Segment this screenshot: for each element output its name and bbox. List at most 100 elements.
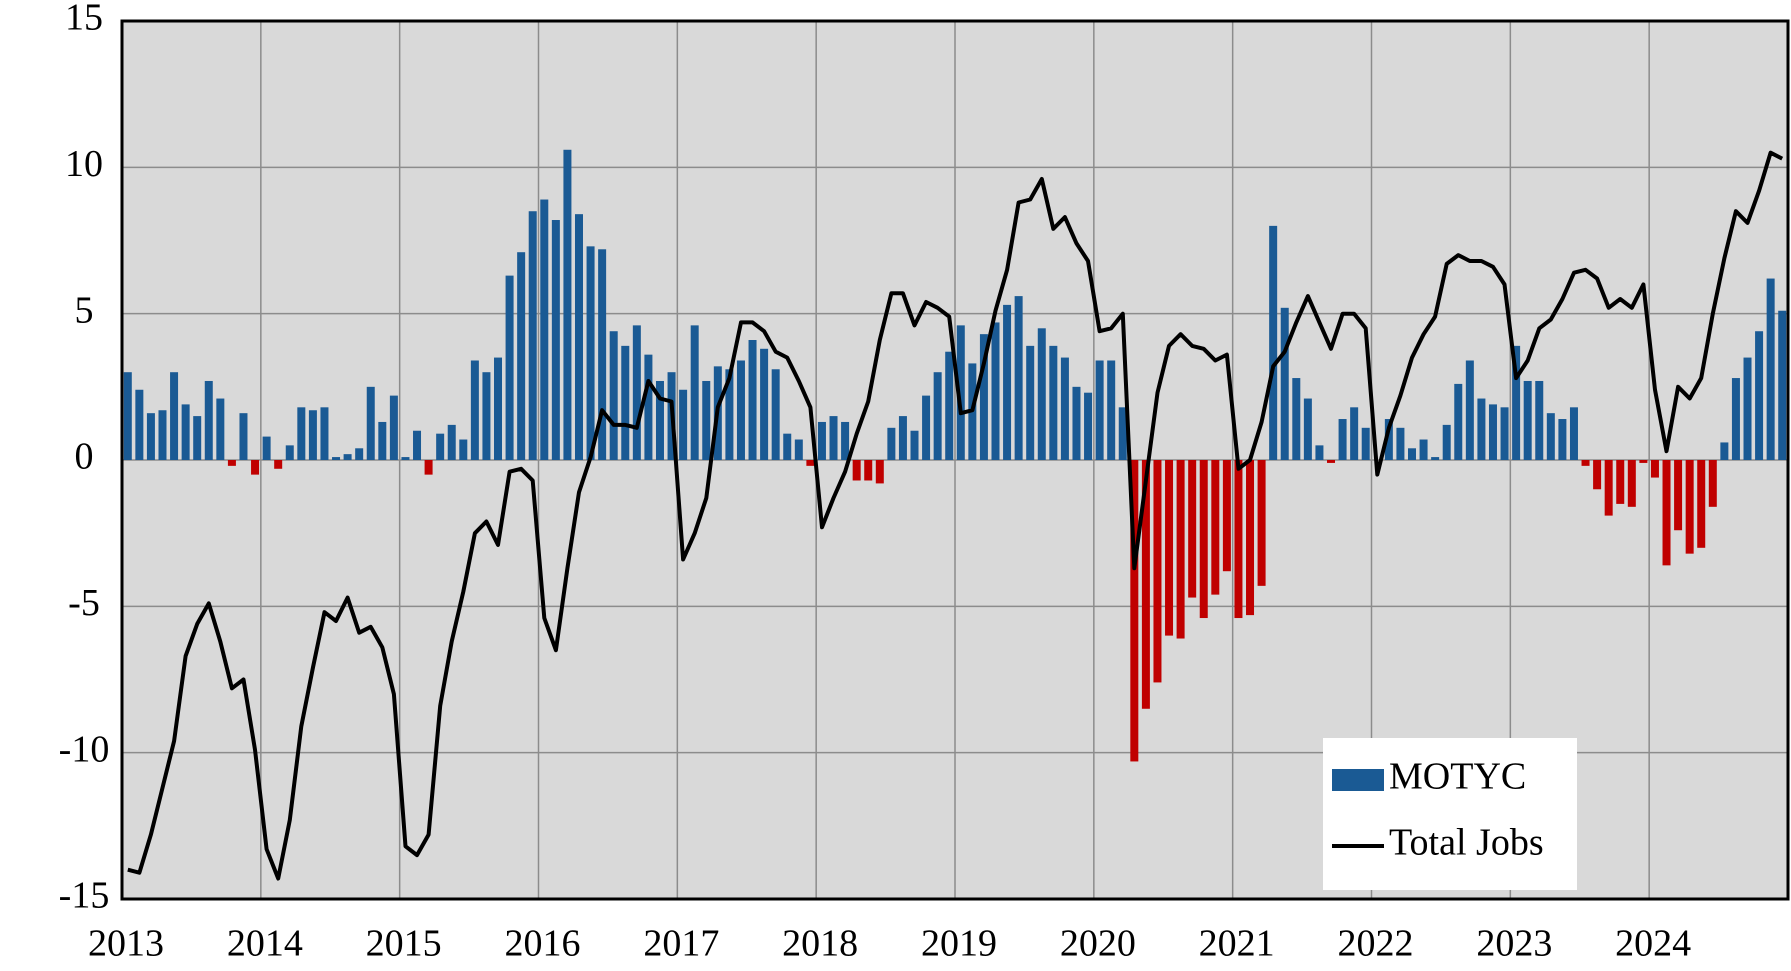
bar [1269, 225, 1278, 460]
bar [436, 433, 445, 460]
bar [158, 410, 167, 460]
bar [1327, 460, 1336, 463]
bar [1604, 460, 1613, 516]
bar [297, 407, 306, 460]
x-tick-label: 2024 [1615, 923, 1691, 965]
bar [1442, 424, 1451, 460]
labels: -15 -10 -5 0 5 10 15 2013 2014 2015 2016 2017 2018 20… [59, 0, 1691, 965]
bar [262, 436, 271, 460]
y-tick-label: -5 [68, 582, 100, 624]
bar [424, 460, 433, 475]
bar [922, 395, 931, 460]
bar [702, 380, 711, 460]
bar [898, 416, 907, 460]
bar [945, 351, 954, 460]
bar [1662, 460, 1671, 566]
bar [1697, 460, 1706, 548]
bar [829, 416, 838, 460]
y-tick-label: -15 [59, 875, 110, 917]
bar [1222, 460, 1231, 572]
bar [1165, 460, 1174, 636]
bar [574, 214, 583, 460]
x-tick-label: 2021 [1199, 923, 1275, 965]
plot-border [120, 19, 1790, 901]
bar [1581, 460, 1590, 466]
bar [1130, 460, 1139, 762]
bar [447, 424, 456, 460]
bar [1512, 345, 1521, 460]
x-tick-label: 2023 [1476, 923, 1552, 965]
bar [1338, 419, 1347, 460]
bar [1720, 442, 1729, 460]
bar [1454, 383, 1463, 460]
bar [146, 413, 155, 460]
bar [1234, 460, 1243, 619]
bar [401, 457, 410, 460]
bar [1049, 345, 1058, 460]
bar [505, 275, 514, 460]
bar [332, 457, 341, 460]
bar [771, 369, 780, 460]
bar [1639, 460, 1648, 463]
bar [366, 386, 375, 460]
bar [655, 380, 664, 460]
bar [528, 211, 537, 460]
bar [736, 360, 745, 460]
y-tick-label: 5 [75, 289, 94, 331]
bar [459, 439, 468, 460]
bar [251, 460, 260, 475]
bar [170, 372, 179, 460]
bar [1303, 398, 1312, 460]
x-tick-label: 2020 [1060, 923, 1136, 965]
bar [783, 433, 792, 460]
x-tick-label: 2022 [1338, 923, 1414, 965]
bar [1708, 460, 1717, 507]
bar [540, 199, 549, 460]
bar [1141, 460, 1150, 709]
bar [748, 340, 757, 460]
bar [644, 354, 653, 460]
bar [1084, 392, 1093, 460]
bar [1755, 331, 1764, 460]
bar [135, 389, 144, 460]
legend: MOTYC Total Jobs [1323, 738, 1577, 890]
bar [1593, 460, 1602, 490]
x-tick-label: 2016 [505, 923, 581, 965]
bar [1500, 407, 1509, 460]
bar [725, 369, 734, 460]
bar [1431, 457, 1440, 460]
bar [1546, 413, 1555, 460]
legend-box [1323, 738, 1577, 890]
bar [1246, 460, 1255, 616]
bar [1211, 460, 1220, 595]
bar [933, 372, 942, 460]
bar [1535, 380, 1544, 460]
x-tick-label: 2013 [88, 923, 164, 965]
bar [239, 413, 248, 460]
bar [910, 430, 919, 460]
bar [632, 325, 641, 460]
bar [1685, 460, 1694, 554]
bar [1014, 296, 1023, 460]
x-tick-label: 2018 [782, 923, 858, 965]
bar [852, 460, 861, 481]
marks [123, 149, 1787, 881]
bar [1037, 328, 1046, 460]
bar [308, 410, 317, 460]
bar [1176, 460, 1185, 639]
bar [1558, 419, 1567, 460]
x-tick-label: 2019 [921, 923, 997, 965]
bar [551, 220, 560, 460]
bar [991, 322, 1000, 460]
legend-swatch [1332, 769, 1384, 791]
bar [1488, 404, 1497, 460]
bar [1731, 378, 1740, 460]
line [127, 150, 1784, 881]
bar [586, 246, 595, 460]
bar [1188, 460, 1197, 598]
bar [1766, 278, 1775, 460]
bar [320, 407, 329, 460]
bar [563, 149, 572, 461]
bar [123, 372, 132, 460]
y-tick-label: 0 [75, 436, 94, 478]
